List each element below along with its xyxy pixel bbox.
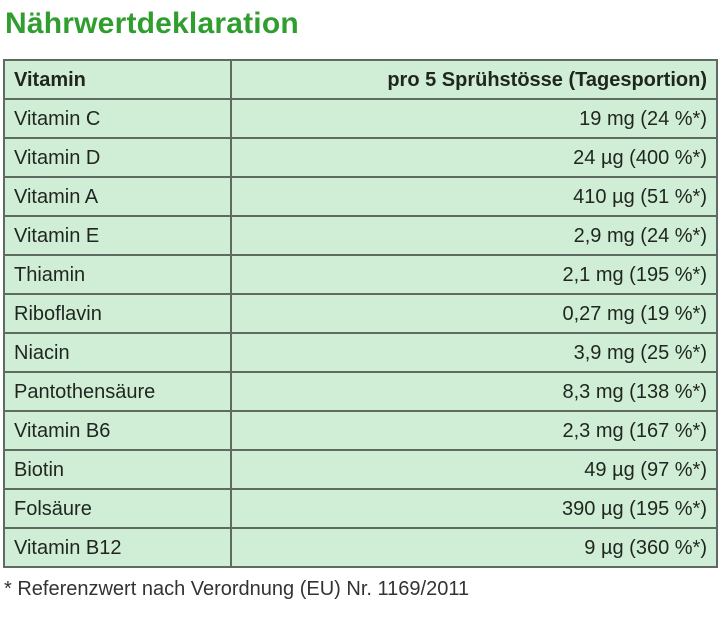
table-row: Niacin 3,9 mg (25 %*) xyxy=(3,332,718,373)
vitamin-name-cell: Vitamin B12 xyxy=(3,527,232,568)
table-row: Biotin 49 µg (97 %*) xyxy=(3,449,718,490)
table-row: Folsäure 390 µg (195 %*) xyxy=(3,488,718,529)
header-cell-vitamin: Vitamin xyxy=(3,59,232,100)
vitamin-name-cell: Vitamin B6 xyxy=(3,410,232,451)
vitamin-amount-cell: 410 µg (51 %*) xyxy=(230,176,718,217)
vitamin-name-cell: Vitamin E xyxy=(3,215,232,256)
vitamin-amount-cell: 2,9 mg (24 %*) xyxy=(230,215,718,256)
reference-footnote: * Referenzwert nach Verordnung (EU) Nr. … xyxy=(4,578,470,600)
vitamin-name-cell: Vitamin D xyxy=(3,137,232,178)
table-header-row: Vitamin pro 5 Sprühstösse (Tagesportion) xyxy=(3,59,718,100)
nutrition-table: Vitamin pro 5 Sprühstösse (Tagesportion)… xyxy=(3,59,718,568)
vitamin-amount-cell: 390 µg (195 %*) xyxy=(230,488,718,529)
header-cell-amount: pro 5 Sprühstösse (Tagesportion) xyxy=(230,59,718,100)
vitamin-name-cell: Vitamin C xyxy=(3,98,232,139)
vitamin-amount-cell: 49 µg (97 %*) xyxy=(230,449,718,490)
table-row: Vitamin E 2,9 mg (24 %*) xyxy=(3,215,718,256)
vitamin-amount-cell: 9 µg (360 %*) xyxy=(230,527,718,568)
vitamin-amount-cell: 19 mg (24 %*) xyxy=(230,98,718,139)
vitamin-amount-cell: 2,3 mg (167 %*) xyxy=(230,410,718,451)
vitamin-amount-cell: 0,27 mg (19 %*) xyxy=(230,293,718,334)
table-row: Vitamin D 24 µg (400 %*) xyxy=(3,137,718,178)
vitamin-name-cell: Vitamin A xyxy=(3,176,232,217)
table-row: Vitamin B6 2,3 mg (167 %*) xyxy=(3,410,718,451)
vitamin-name-cell: Pantothensäure xyxy=(3,371,232,412)
vitamin-amount-cell: 2,1 mg (195 %*) xyxy=(230,254,718,295)
vitamin-name-cell: Niacin xyxy=(3,332,232,373)
table-row: Vitamin C 19 mg (24 %*) xyxy=(3,98,718,139)
vitamin-amount-cell: 8,3 mg (138 %*) xyxy=(230,371,718,412)
vitamin-name-cell: Riboflavin xyxy=(3,293,232,334)
vitamin-name-cell: Folsäure xyxy=(3,488,232,529)
vitamin-amount-cell: 24 µg (400 %*) xyxy=(230,137,718,178)
table-row: Vitamin A 410 µg (51 %*) xyxy=(3,176,718,217)
table-row: Riboflavin 0,27 mg (19 %*) xyxy=(3,293,718,334)
page-title: Nährwertdeklaration xyxy=(5,7,299,40)
vitamin-amount-cell: 3,9 mg (25 %*) xyxy=(230,332,718,373)
vitamin-name-cell: Biotin xyxy=(3,449,232,490)
table-row: Thiamin 2,1 mg (195 %*) xyxy=(3,254,718,295)
table-row: Vitamin B12 9 µg (360 %*) xyxy=(3,527,718,568)
vitamin-name-cell: Thiamin xyxy=(3,254,232,295)
table-row: Pantothensäure 8,3 mg (138 %*) xyxy=(3,371,718,412)
